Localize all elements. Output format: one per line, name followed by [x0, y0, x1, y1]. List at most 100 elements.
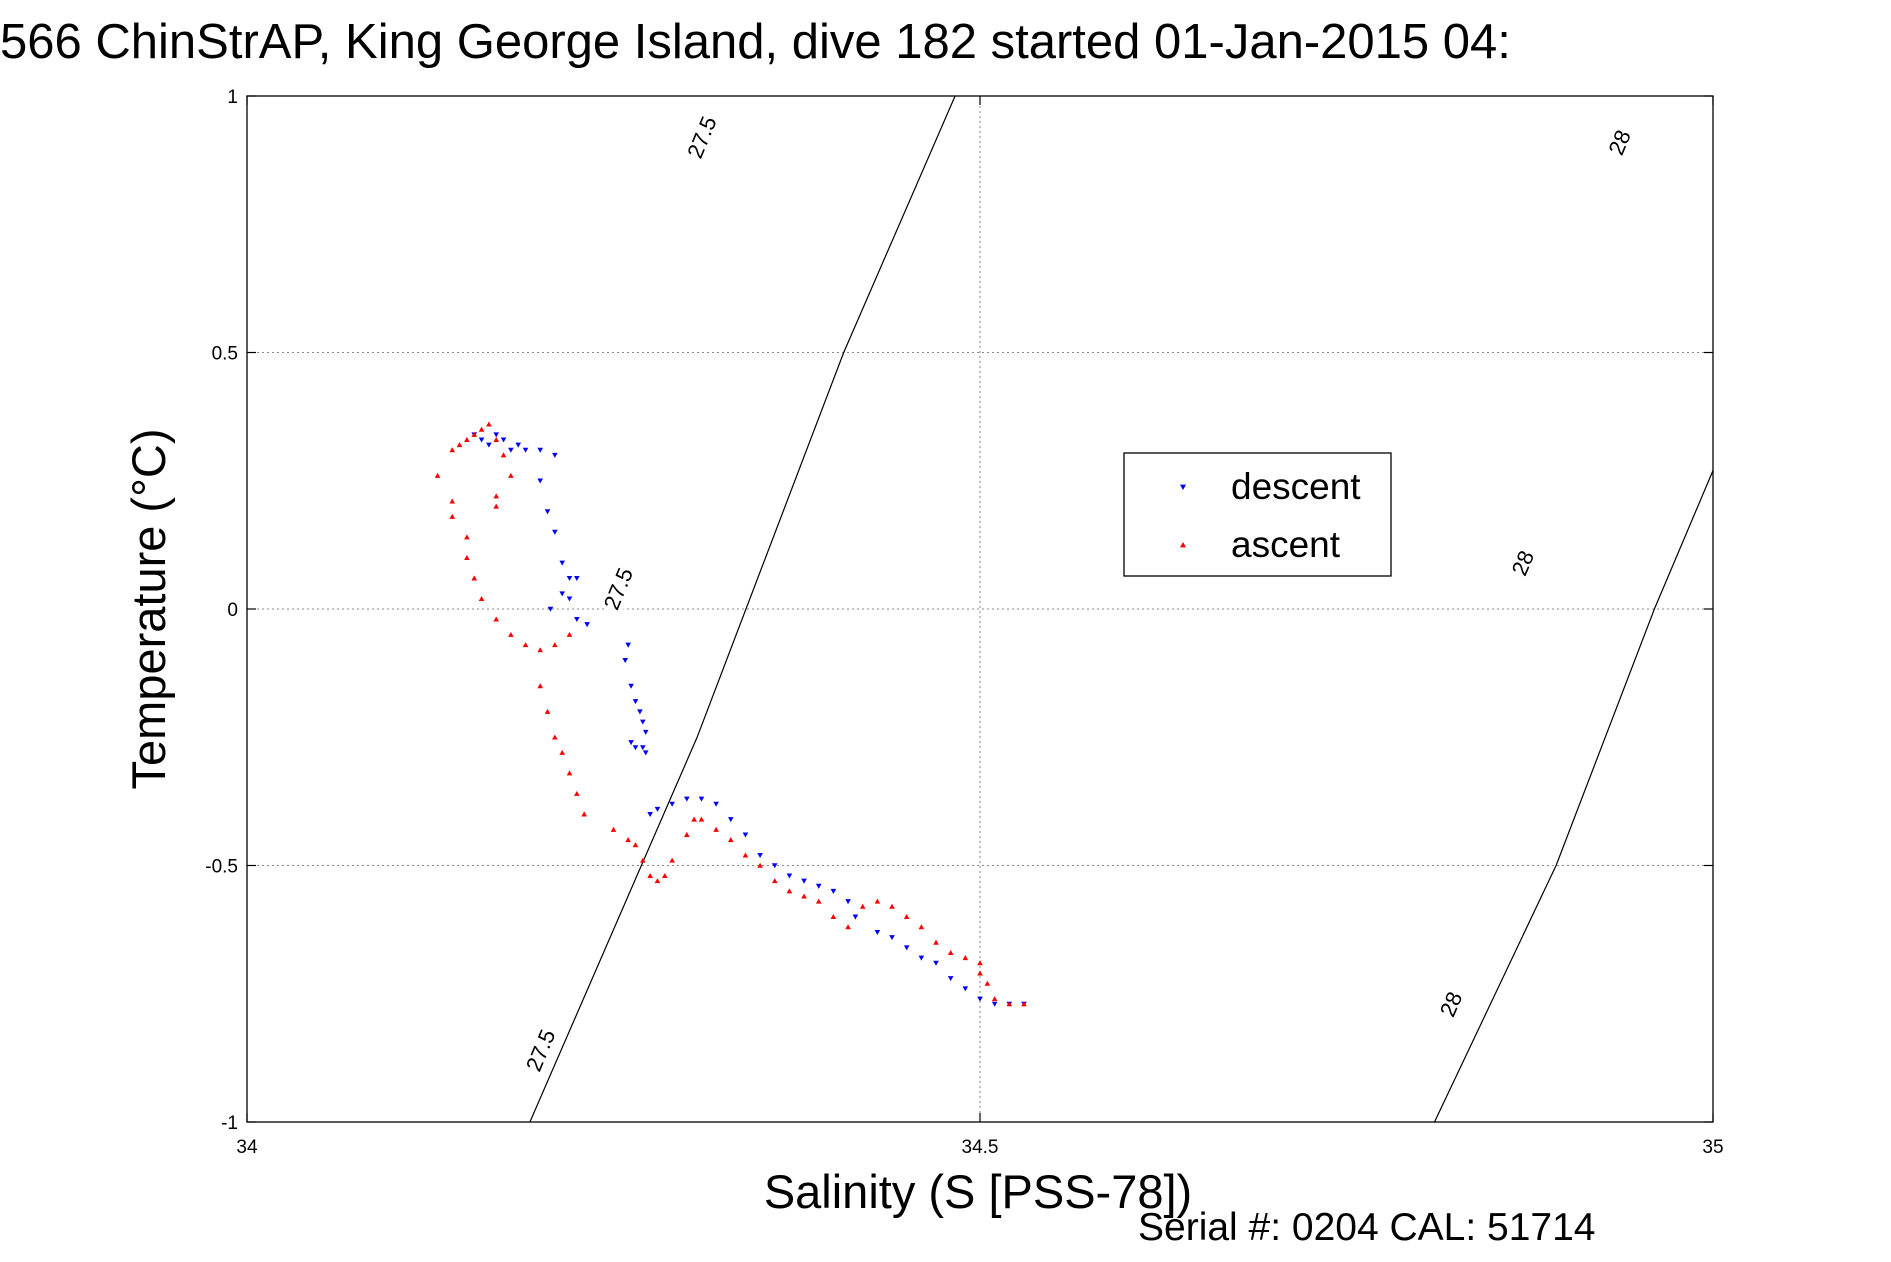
descent-point	[889, 935, 895, 941]
descent-point	[947, 976, 954, 982]
ascent-point	[456, 442, 463, 448]
y-tick-label: 1	[227, 87, 238, 108]
descent-point	[845, 899, 851, 905]
ascent-point	[654, 878, 661, 884]
descent-point	[642, 750, 649, 756]
ascent-point	[1006, 1001, 1013, 1007]
grid-lines	[247, 96, 1713, 1122]
contour-label-bg	[519, 1023, 562, 1078]
ascent-point	[874, 898, 881, 904]
ascent-point	[786, 888, 793, 894]
descent-point	[574, 575, 580, 582]
descent-point	[727, 817, 734, 823]
contour-label-bg	[1429, 976, 1472, 1032]
ascent-point	[566, 631, 573, 637]
ascent-point	[559, 749, 565, 755]
descent-point	[493, 432, 500, 438]
legend: descent ascent	[1123, 452, 1392, 577]
contour-line	[529, 95, 956, 1123]
descent-point	[852, 914, 859, 920]
ascent-point	[830, 914, 837, 920]
y-axis-title: Temperature (°C)	[122, 429, 175, 790]
descent-point	[486, 442, 492, 448]
descent-point	[537, 447, 543, 453]
ascent-point	[933, 939, 939, 945]
ascent-point	[918, 924, 925, 930]
descent-point	[933, 960, 939, 966]
serial-cal-footer: Serial #: 0204 CAL: 51714	[1138, 1206, 1596, 1249]
descent-point	[566, 575, 573, 582]
descent-point	[559, 560, 565, 566]
descent-point	[786, 873, 793, 879]
data-points	[434, 421, 1027, 1007]
descent-point	[874, 929, 881, 935]
contour-label-bg	[1597, 114, 1641, 170]
ascent-point	[977, 960, 983, 966]
ascent-point	[859, 903, 866, 909]
descent-point	[508, 447, 514, 453]
descent-point	[991, 1001, 998, 1007]
y-tick-label: -1	[221, 1113, 238, 1134]
descent-point	[742, 832, 749, 838]
ascent-point	[581, 811, 587, 817]
descent-point	[522, 447, 529, 453]
ascent-point	[713, 826, 719, 832]
ascent-point	[449, 513, 456, 519]
ascent-point	[478, 426, 485, 432]
ascent-point	[742, 852, 749, 858]
descent-point	[628, 683, 634, 689]
ascent-point	[508, 472, 514, 478]
descent-point	[815, 883, 822, 889]
descent-point	[977, 996, 983, 1002]
legend-label-ascent: ascent	[1231, 524, 1341, 565]
descent-point	[962, 986, 969, 992]
ascent-point	[632, 842, 639, 848]
descent-point	[669, 801, 675, 807]
ascent-point	[449, 498, 456, 504]
ascent-point	[610, 826, 617, 832]
x-axis-title: Salinity (S [PSS-78])	[764, 1165, 1192, 1218]
ascent-point	[991, 996, 998, 1002]
descent-point	[478, 437, 485, 443]
descent-point	[632, 699, 639, 705]
ascent-point	[464, 534, 470, 540]
descent-point	[642, 729, 649, 735]
descent-point	[757, 853, 763, 859]
ascent-point	[566, 770, 573, 776]
descent-point	[559, 591, 565, 597]
ascent-point	[544, 708, 551, 714]
descent-point	[628, 740, 634, 746]
descent-point	[830, 888, 837, 894]
descent-point	[622, 658, 629, 664]
chart-title: 566 ChinStrAP, King George Island, dive …	[0, 15, 1511, 69]
ascent-point	[471, 575, 478, 581]
legend-marker-glyph	[1180, 542, 1186, 548]
ascent-point	[508, 631, 514, 637]
descent-point	[647, 811, 653, 817]
descent-point	[654, 806, 661, 812]
ascent-point	[647, 872, 653, 878]
ascent-point	[464, 554, 470, 560]
ascent-point	[493, 493, 500, 499]
ascent-point	[684, 831, 690, 837]
x-tick-label: 34.5	[962, 1137, 999, 1158]
descent-point	[574, 617, 580, 623]
ascent-point	[757, 862, 763, 868]
descent-point	[640, 719, 646, 725]
descent-point	[584, 622, 590, 628]
ascent-point	[471, 431, 478, 437]
ascent-point	[537, 683, 543, 689]
descent-point	[771, 863, 778, 869]
ascent-point	[434, 472, 441, 478]
descent-point	[544, 509, 551, 515]
ascent-point	[984, 980, 991, 986]
ascent-point	[889, 903, 895, 909]
ascent-point	[962, 955, 969, 961]
descent-point	[625, 642, 631, 648]
descent-point	[903, 945, 910, 951]
legend-box	[1123, 452, 1392, 577]
ascent-point	[977, 970, 983, 976]
x-tick-label: 34	[236, 1137, 258, 1158]
